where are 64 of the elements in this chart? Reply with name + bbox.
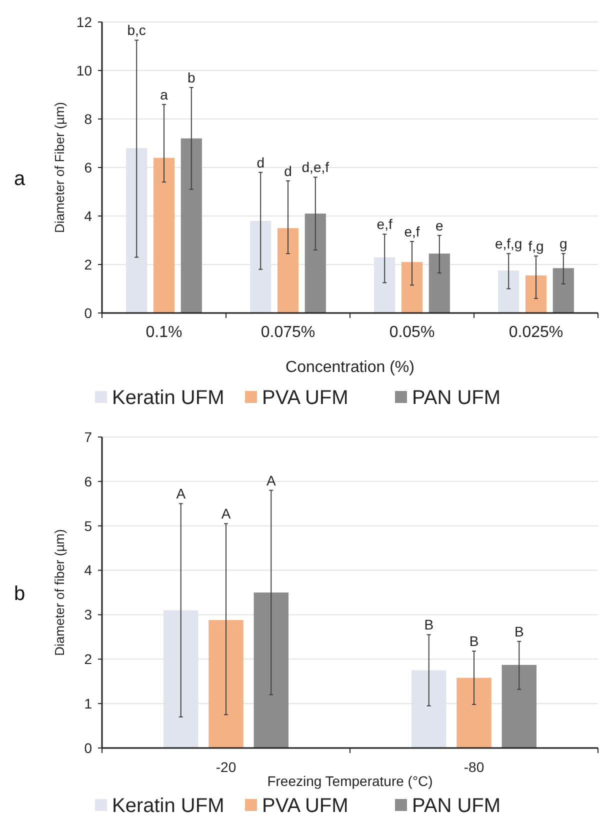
legend-label: Keratin UFM: [112, 387, 224, 409]
x-tick-label: 0.075%: [260, 324, 316, 341]
legend-label: PAN UFM: [412, 795, 501, 817]
y-tick-label: 7: [84, 428, 92, 445]
bar: [254, 592, 288, 748]
annotation: A: [221, 506, 232, 522]
bar: [277, 228, 299, 313]
annotation: a: [160, 86, 168, 102]
y-tick-label: 3: [84, 606, 92, 623]
legend-label: PVA UFM: [262, 387, 348, 409]
y-tick-label: 0: [84, 304, 92, 321]
x-tick-label: 0.025%: [508, 324, 564, 341]
y-tick-label: 2: [84, 651, 92, 668]
bar: [552, 268, 574, 313]
legend-label: PAN UFM: [412, 387, 501, 409]
y-axis-title: Diameter of Fiber (µm): [52, 102, 67, 234]
y-tick-label: 1: [84, 695, 92, 712]
annotation: g: [560, 236, 568, 252]
bar: [456, 678, 492, 748]
text: a: [14, 168, 26, 190]
legend-label: Keratin UFM: [112, 795, 224, 817]
annotation: A: [266, 472, 276, 488]
annotation: b,c: [127, 22, 146, 38]
y-tick-label: 6: [84, 159, 92, 176]
annotation: B: [469, 633, 479, 650]
y-tick-label: 8: [84, 110, 92, 127]
annotation: A: [176, 486, 186, 502]
x-tick-label: -20: [216, 759, 236, 775]
bar: [180, 138, 202, 313]
annotation: d: [256, 154, 264, 170]
annotation: d: [284, 162, 292, 179]
annotation: e,f,g: [494, 236, 522, 252]
bar: [428, 254, 450, 313]
y-tick-label: 10: [76, 62, 92, 78]
annotation: d,e,f: [302, 159, 330, 176]
y-tick-label: 0: [84, 740, 92, 756]
x-tick-label: -80: [464, 759, 484, 775]
legend-label: PVA UFM: [262, 795, 348, 817]
bar: [153, 158, 175, 313]
y-tick-label: 12: [76, 14, 92, 30]
annotation: f,g: [528, 238, 544, 254]
bar: [502, 664, 536, 748]
annotation: b: [188, 69, 196, 86]
annotation: B: [424, 616, 434, 633]
bar: [208, 620, 244, 748]
x-axis-title: Freezing Temperature (°C): [267, 773, 433, 789]
bar: [498, 270, 520, 313]
text: b: [14, 583, 26, 605]
y-tick-label: 4: [84, 562, 92, 578]
y-tick-label: 5: [84, 518, 92, 534]
y-tick-label: 6: [84, 473, 92, 490]
annotation: e,f: [404, 223, 420, 240]
bar: [525, 275, 547, 313]
y-tick-label: 4: [84, 208, 92, 224]
y-axis-title: Diameter of fiber (µm): [52, 529, 67, 656]
x-tick-label: 0.05%: [389, 324, 435, 341]
bar: [304, 214, 326, 313]
x-axis-title: Concentration (%): [286, 359, 414, 376]
annotation: e: [436, 217, 444, 234]
annotation: B: [514, 623, 524, 640]
y-tick-label: 2: [84, 256, 92, 272]
bar: [401, 262, 423, 313]
annotation: e,f: [376, 216, 392, 232]
x-tick-label: 0.1%: [146, 324, 182, 341]
